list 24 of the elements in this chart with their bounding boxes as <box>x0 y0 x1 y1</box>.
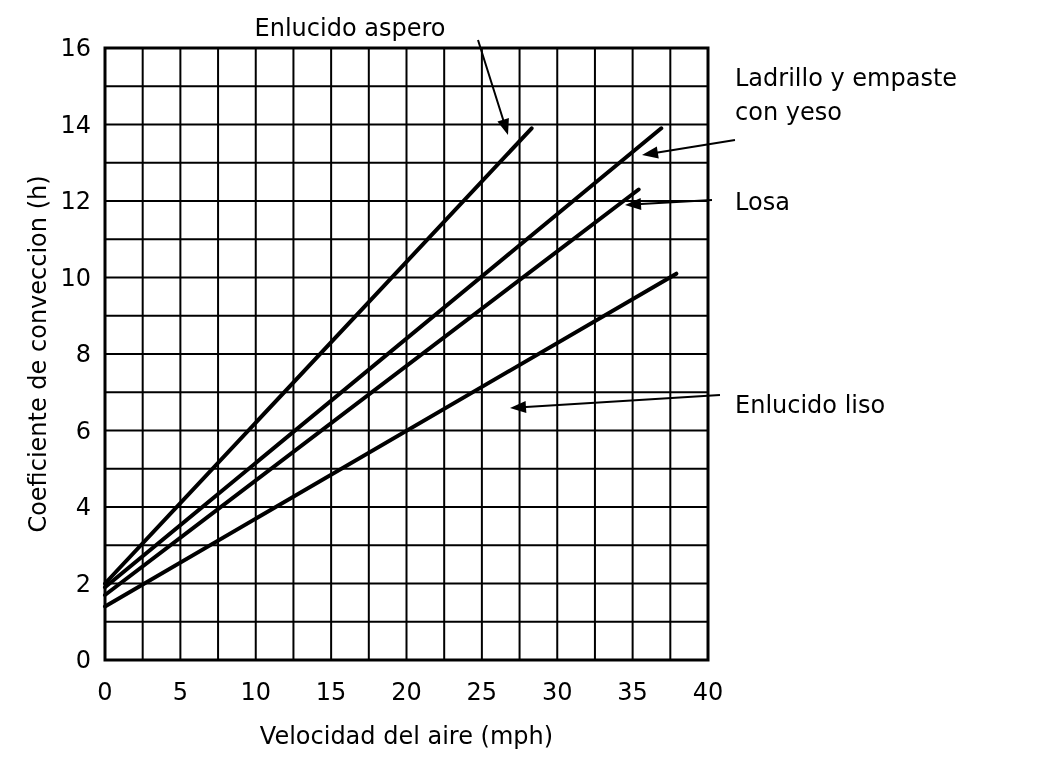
x-tick-label: 25 <box>466 677 498 706</box>
x-tick-label: 30 <box>541 677 573 706</box>
x-axis-title: Velocidad del aire (mph) <box>259 721 554 750</box>
text: Losa <box>735 187 790 216</box>
x-tick-label: 10 <box>240 677 272 706</box>
y-tick-label: 2 <box>75 569 91 598</box>
y-tick-label: 8 <box>75 340 91 368</box>
x-tick-label: 20 <box>391 677 422 706</box>
y-tick-label: 0 <box>75 646 91 674</box>
y-tick-label: 10 <box>60 263 91 292</box>
y-tick-label: 14 <box>60 110 91 139</box>
x-tick-label: 40 <box>692 677 724 706</box>
x-tick-label: 15 <box>315 677 347 706</box>
text: Ladrillo y empaste con yeso <box>735 63 958 126</box>
text: Enlucido aspero <box>254 13 446 42</box>
y-tick-label: 6 <box>75 416 91 445</box>
x-tick-label: 35 <box>617 677 648 706</box>
y-tick-label: 4 <box>75 493 91 521</box>
y-axis-title: Coeficiente de conveccion (h) <box>23 175 52 533</box>
y-tick-label: 16 <box>60 34 91 62</box>
y-tick-label: 12 <box>60 187 91 215</box>
text: Enlucido liso <box>735 390 886 419</box>
x-tick-label: 5 <box>172 677 189 706</box>
x-tick-label: 0 <box>97 677 113 706</box>
